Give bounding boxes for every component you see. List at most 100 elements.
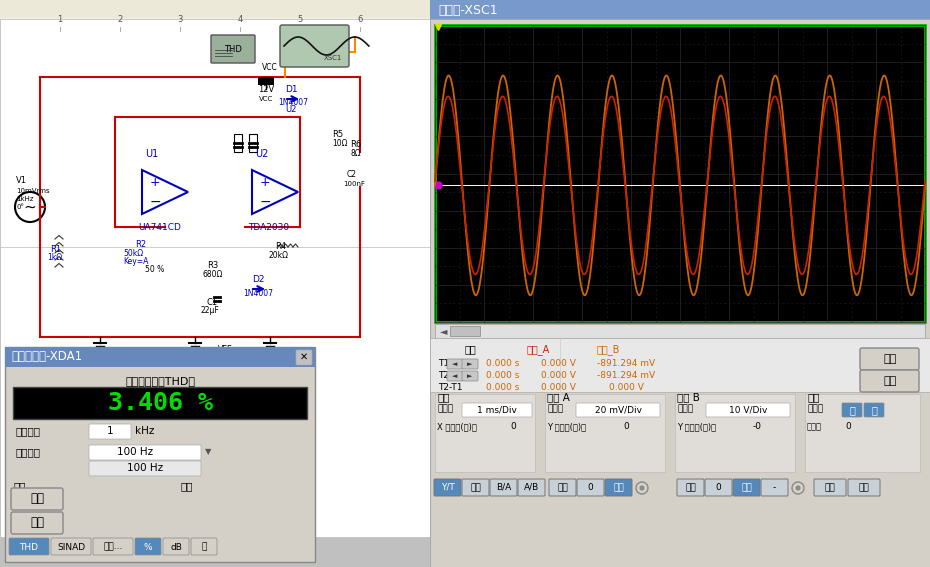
- Text: ◄: ◄: [452, 361, 458, 367]
- Text: 通道 B: 通道 B: [677, 392, 700, 402]
- Bar: [435, 324, 925, 338]
- Text: 6: 6: [357, 15, 363, 24]
- Text: -: -: [773, 483, 777, 492]
- Text: 保存: 保存: [884, 376, 897, 386]
- Text: C2: C2: [347, 170, 357, 179]
- FancyBboxPatch shape: [814, 479, 846, 496]
- Text: V1: V1: [16, 176, 27, 185]
- Text: -891.294 mV: -891.294 mV: [597, 371, 655, 380]
- Text: 0.000 s: 0.000 s: [486, 359, 520, 369]
- Text: ◄: ◄: [440, 326, 447, 336]
- Text: dB: dB: [170, 543, 182, 552]
- Text: Y 轴位移(格)：: Y 轴位移(格)：: [547, 422, 586, 431]
- Text: 3: 3: [178, 15, 182, 24]
- Text: 通道_A: 通道_A: [526, 344, 550, 355]
- Text: Y 轴位移(格)：: Y 轴位移(格)：: [677, 422, 716, 431]
- Bar: [0, 19, 430, 31]
- Text: U2: U2: [255, 149, 269, 159]
- Text: −: −: [150, 195, 162, 209]
- Bar: [234, 134, 242, 152]
- Text: VCC: VCC: [262, 63, 278, 72]
- Text: ►: ►: [467, 373, 472, 379]
- Bar: [435, 394, 535, 472]
- FancyBboxPatch shape: [211, 35, 255, 63]
- Text: 触发: 触发: [807, 392, 819, 402]
- Text: 1: 1: [107, 426, 113, 436]
- Text: R2: R2: [135, 240, 146, 249]
- Text: 显示: 显示: [180, 481, 193, 491]
- Text: 通道_B: 通道_B: [596, 344, 619, 355]
- Text: XSC1: XSC1: [324, 55, 342, 61]
- Text: 讲: 讲: [201, 543, 206, 552]
- Text: -891.294 mV: -891.294 mV: [597, 359, 655, 369]
- Text: 停止: 停止: [30, 517, 44, 530]
- FancyBboxPatch shape: [605, 479, 632, 496]
- Text: 反向: 反向: [884, 354, 897, 364]
- Text: 5: 5: [298, 15, 302, 24]
- Text: 12V: 12V: [258, 85, 274, 94]
- Bar: [450, 326, 480, 336]
- Text: 基本频率: 基本频率: [15, 426, 40, 436]
- Text: ▼: ▼: [205, 447, 211, 456]
- Text: 1N4007: 1N4007: [278, 98, 308, 107]
- FancyBboxPatch shape: [447, 371, 463, 381]
- Text: T2: T2: [438, 371, 449, 380]
- Text: 刻度：: 刻度：: [677, 404, 693, 413]
- FancyBboxPatch shape: [705, 479, 732, 496]
- Text: Y/T: Y/T: [441, 483, 455, 492]
- FancyBboxPatch shape: [135, 538, 161, 555]
- FancyBboxPatch shape: [848, 479, 880, 496]
- Text: 10 V/Div: 10 V/Div: [729, 405, 767, 414]
- Text: 10Ω: 10Ω: [332, 139, 348, 148]
- Text: 刻度：: 刻度：: [547, 404, 564, 413]
- Text: 时基: 时基: [437, 392, 449, 402]
- Text: 20kΩ: 20kΩ: [268, 251, 288, 260]
- FancyBboxPatch shape: [549, 479, 576, 496]
- Text: 总谐波失真（THD）: 总谐波失真（THD）: [125, 376, 195, 386]
- Bar: [435, 25, 925, 322]
- Text: 100 Hz: 100 Hz: [126, 463, 163, 473]
- Text: 22μF: 22μF: [200, 306, 219, 315]
- Text: ✕: ✕: [300, 352, 308, 362]
- Bar: [258, 77, 274, 85]
- FancyBboxPatch shape: [447, 359, 463, 369]
- Bar: [545, 394, 665, 472]
- FancyBboxPatch shape: [576, 403, 660, 417]
- Text: 0.000 V: 0.000 V: [540, 359, 576, 369]
- Text: ~: ~: [23, 200, 36, 214]
- Text: 交流: 交流: [685, 483, 696, 492]
- Text: THD: THD: [224, 44, 242, 53]
- Bar: [0, 18, 430, 32]
- Text: VEE: VEE: [218, 345, 232, 354]
- Text: A/B: A/B: [524, 483, 539, 492]
- Text: 添加: 添加: [471, 483, 481, 492]
- Text: 1kHz: 1kHz: [16, 196, 33, 202]
- Text: 0: 0: [510, 422, 516, 431]
- Text: 50 %: 50 %: [145, 265, 165, 274]
- FancyBboxPatch shape: [93, 538, 133, 555]
- Text: -12V: -12V: [216, 353, 234, 362]
- Text: 时间: 时间: [464, 344, 476, 354]
- Text: ⌣: ⌣: [871, 405, 877, 415]
- Bar: [0, 0, 930, 18]
- Text: 1kΩ: 1kΩ: [47, 253, 62, 262]
- Text: 100 Hz: 100 Hz: [117, 447, 153, 457]
- Text: +: +: [150, 176, 161, 188]
- Text: 0.000 V: 0.000 V: [540, 371, 576, 380]
- Text: kHz: kHz: [135, 426, 154, 436]
- Circle shape: [795, 485, 801, 490]
- Bar: [430, 0, 930, 19]
- FancyBboxPatch shape: [51, 538, 91, 555]
- Text: %: %: [144, 543, 153, 552]
- Text: 20 mV/Div: 20 mV/Div: [594, 405, 642, 414]
- Text: U2: U2: [285, 105, 297, 114]
- FancyBboxPatch shape: [89, 445, 201, 460]
- Text: T1: T1: [438, 359, 449, 369]
- Bar: [13, 387, 307, 419]
- Text: −: −: [260, 195, 272, 209]
- Text: 0.000 V: 0.000 V: [540, 383, 576, 392]
- Text: C1: C1: [206, 298, 217, 307]
- FancyBboxPatch shape: [864, 403, 884, 417]
- Text: TDA2030: TDA2030: [248, 223, 289, 232]
- FancyBboxPatch shape: [462, 359, 478, 369]
